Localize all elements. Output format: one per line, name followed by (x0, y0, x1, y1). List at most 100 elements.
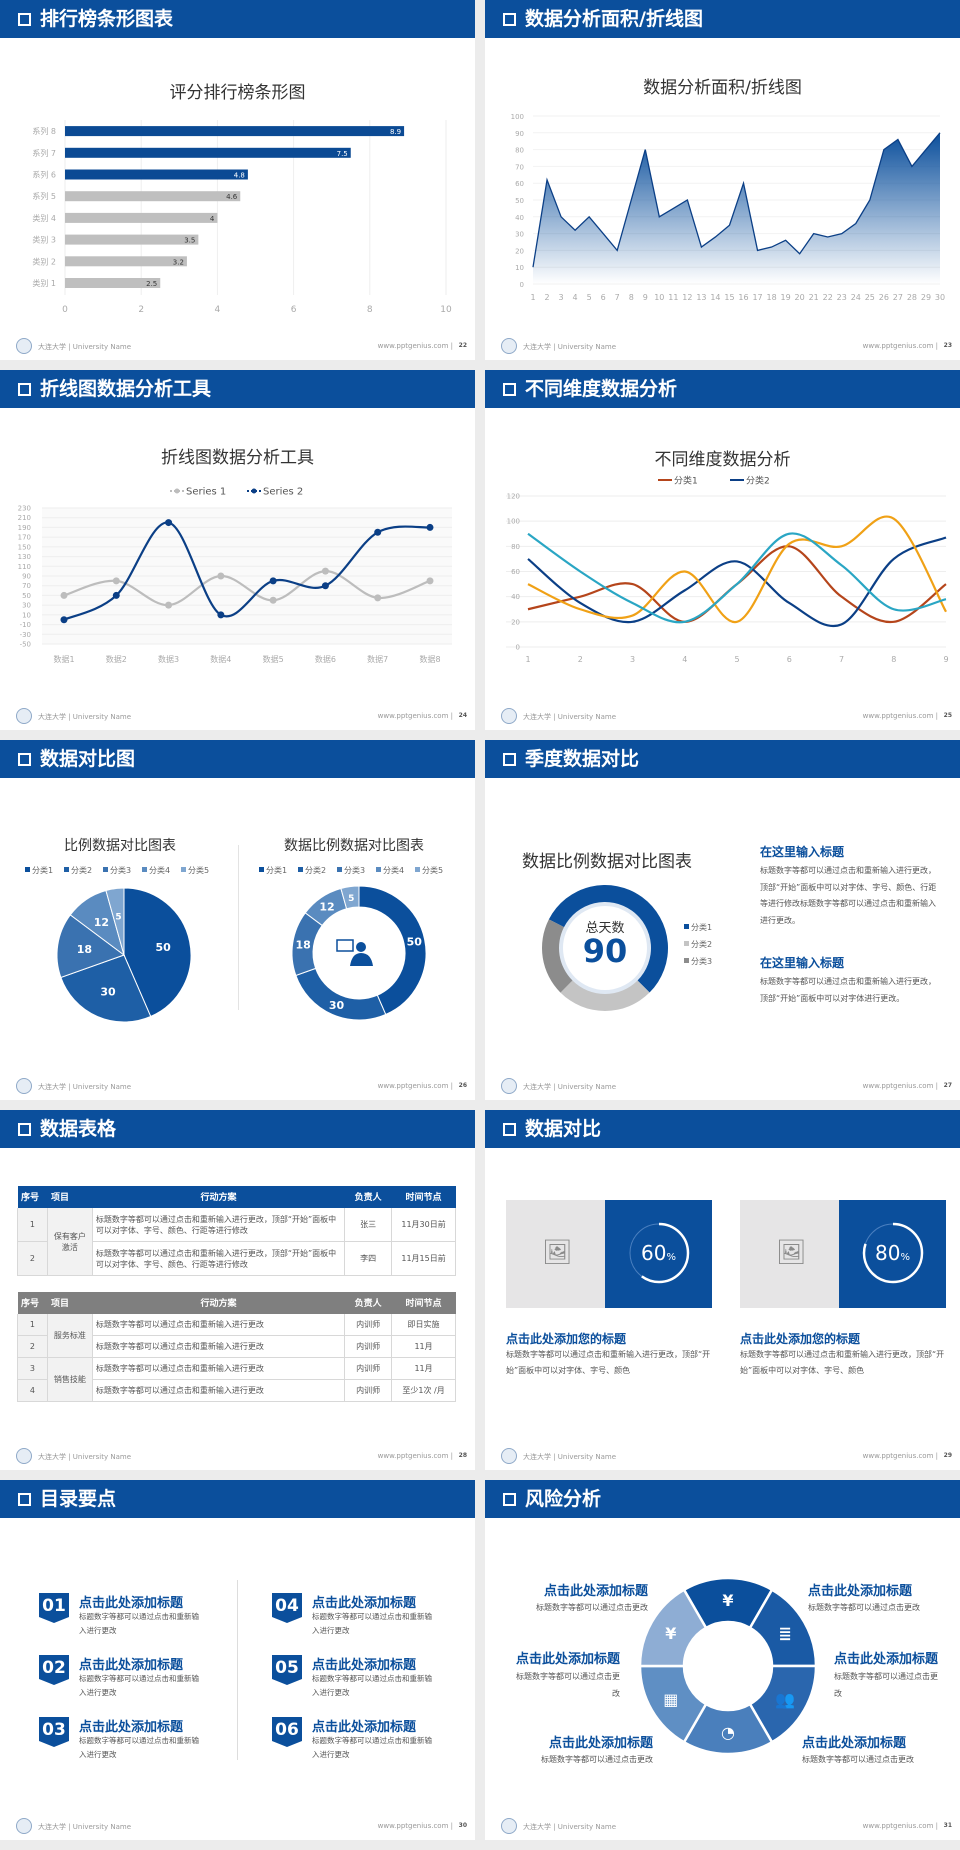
slide-title: 数据表格 (40, 1118, 117, 1140)
slide-10: 风险分析 大连大学 | University Name www.pptgenius.… (485, 1480, 960, 1840)
legend-label: 分类1 (32, 865, 53, 875)
image-placeholder[interactable]: 🖼 (506, 1200, 605, 1308)
block-heading: 在这里输入标题 (760, 956, 845, 970)
footer-url: www.pptgenius.com | (377, 1822, 453, 1830)
y-tick-label: 90 (515, 130, 524, 138)
y-tick-label: 60 (515, 180, 524, 188)
slide-header: 数据表格 (0, 1110, 475, 1148)
data-point (321, 582, 329, 590)
slide-4: 不同维度数据分析 大连大学 | University Name www.pptgen… (485, 370, 960, 730)
risk-heading: 点击此处添加标题 (802, 1736, 907, 1751)
x-tick-label: 9 (943, 655, 948, 664)
cell-item: 销售技能 (46, 1357, 93, 1402)
bar (65, 256, 187, 267)
cell-plan: 标题数字等都可以通过点击和重新输入进行更改 (91, 1335, 346, 1358)
legend-label: 分类4 (383, 865, 404, 875)
column-header: 行动方案 (92, 1185, 345, 1208)
page-number: 23 (943, 342, 952, 349)
cell-plan: 标题数字等都可以通过点击和重新输入进行更改 (91, 1357, 346, 1380)
cell-index: 2 (17, 1241, 48, 1276)
compare-heading: 点击此处添加您的标题 (740, 1332, 861, 1346)
building-icon: ▦ (663, 1690, 678, 1709)
x-tick-label: 22 (823, 293, 833, 302)
y-tick-label: 150 (18, 543, 31, 551)
table-row: 1 保有客户激活 标题数字等都可以通过点击和重新输入进行更改，顶部“开始”面板中可以… (17, 1207, 456, 1276)
x-tick-label: 1 (530, 293, 535, 302)
footer-url: www.pptgenius.com | (377, 342, 453, 350)
y-tick-label: 40 (511, 593, 520, 601)
risk-text: 标题数字等都可以通过点击更改 (541, 1755, 653, 1764)
checkbox-square-icon (503, 753, 516, 766)
university-name: 大连大学 | University Name (38, 1453, 131, 1461)
chart-title: 评分排行榜条形图 (169, 83, 306, 103)
university-logo (16, 1078, 32, 1094)
slice-label: 12 (94, 916, 109, 929)
compare-text: 标题数字等都可以通过点击和重新输入进行更改，顶部“开始”面板中可以对字体、字号、… (506, 1350, 711, 1375)
footer-url: www.pptgenius.com | (862, 712, 938, 720)
pie-slice (123, 887, 192, 1018)
image-placeholder[interactable]: 🖼 (740, 1200, 839, 1308)
series-line (527, 536, 947, 627)
y-tick-label: 0 (516, 644, 520, 652)
data-table-1: 序号 项目 行动方案 负责人 时间节点 1 保有客户激活 标题数字等都可以通过点击和重新输入进… (17, 1185, 456, 1276)
bar (65, 147, 351, 158)
x-tick-label: 5 (587, 293, 592, 302)
data-label: 4.8 (234, 172, 245, 180)
slice-label: 5 (115, 912, 121, 922)
x-tick-label: 5 (734, 655, 739, 664)
x-tick-label: 7 (615, 293, 620, 302)
category-label: 类别 3 (32, 235, 56, 245)
x-tick-label: 2 (578, 655, 583, 664)
data-label: 8.9 (390, 128, 401, 136)
x-tick-label: 26 (879, 293, 889, 302)
legend-label: 分类1 (691, 922, 712, 932)
slide-title: 数据对比 (525, 1118, 602, 1140)
series-line (527, 532, 947, 624)
category-label: 系列 5 (32, 191, 56, 201)
legend-swatch (142, 867, 147, 872)
slide-header: 排行榜条形图表 (0, 0, 475, 38)
legend-label: Series 1 (186, 487, 226, 498)
toc-heading: 点击此处添加标题 (79, 1658, 184, 1673)
series-line (527, 515, 947, 623)
x-tick-label: 18 (766, 293, 776, 302)
cell-deadline: 即日实施 (391, 1313, 456, 1336)
data-point (60, 591, 68, 599)
slice-label: 30 (329, 999, 345, 1012)
university-name: 大连大学 | University Name (523, 1453, 616, 1461)
cell-item: 保有客户激活 (46, 1207, 93, 1276)
data-point (269, 596, 277, 604)
x-tick-label: 数据3 (158, 654, 179, 664)
university-name: 大连大学 | University Name (38, 343, 131, 351)
risk-heading: 点击此处添加标题 (834, 1652, 939, 1667)
toc-text: 标题数字等都可以通过点击和重新输入进行更改 (312, 1612, 432, 1635)
y-tick-label: 10 (22, 611, 31, 619)
checkbox-square-icon (18, 383, 31, 396)
checkbox-square-icon (503, 1493, 516, 1506)
risk-heading: 点击此处添加标题 (808, 1584, 913, 1599)
x-tick-label: 10 (654, 293, 664, 302)
legend-swatch (181, 867, 186, 872)
block-heading: 在这里输入标题 (760, 845, 845, 859)
y-tick-label: 40 (515, 214, 524, 222)
pie-slice (358, 885, 427, 1016)
legend-label: Series 2 (263, 487, 303, 498)
cell-deadline: 11月30日前 (391, 1207, 456, 1242)
y-tick-label: 110 (18, 563, 31, 571)
column-header: 序号 (17, 1185, 48, 1208)
percent-number: 60 (641, 1241, 667, 1265)
legend-label: 分类1 (674, 475, 698, 487)
cell-owner: 内训师 (344, 1335, 393, 1358)
cell-index: 3 (17, 1357, 48, 1380)
y-tick-label: -10 (20, 621, 31, 629)
slide-2: 数据分析面积/折线图 大连大学 | University Name www.pptg… (485, 0, 960, 360)
cycle-segment (638, 1588, 708, 1668)
x-tick-label: 8 (891, 655, 896, 664)
x-tick-label: 6 (601, 293, 606, 302)
y-tick-label: 80 (515, 147, 524, 155)
x-tick-label: 12 (682, 293, 692, 302)
x-tick-label: 17 (752, 293, 762, 302)
x-tick-label: 19 (781, 293, 791, 302)
